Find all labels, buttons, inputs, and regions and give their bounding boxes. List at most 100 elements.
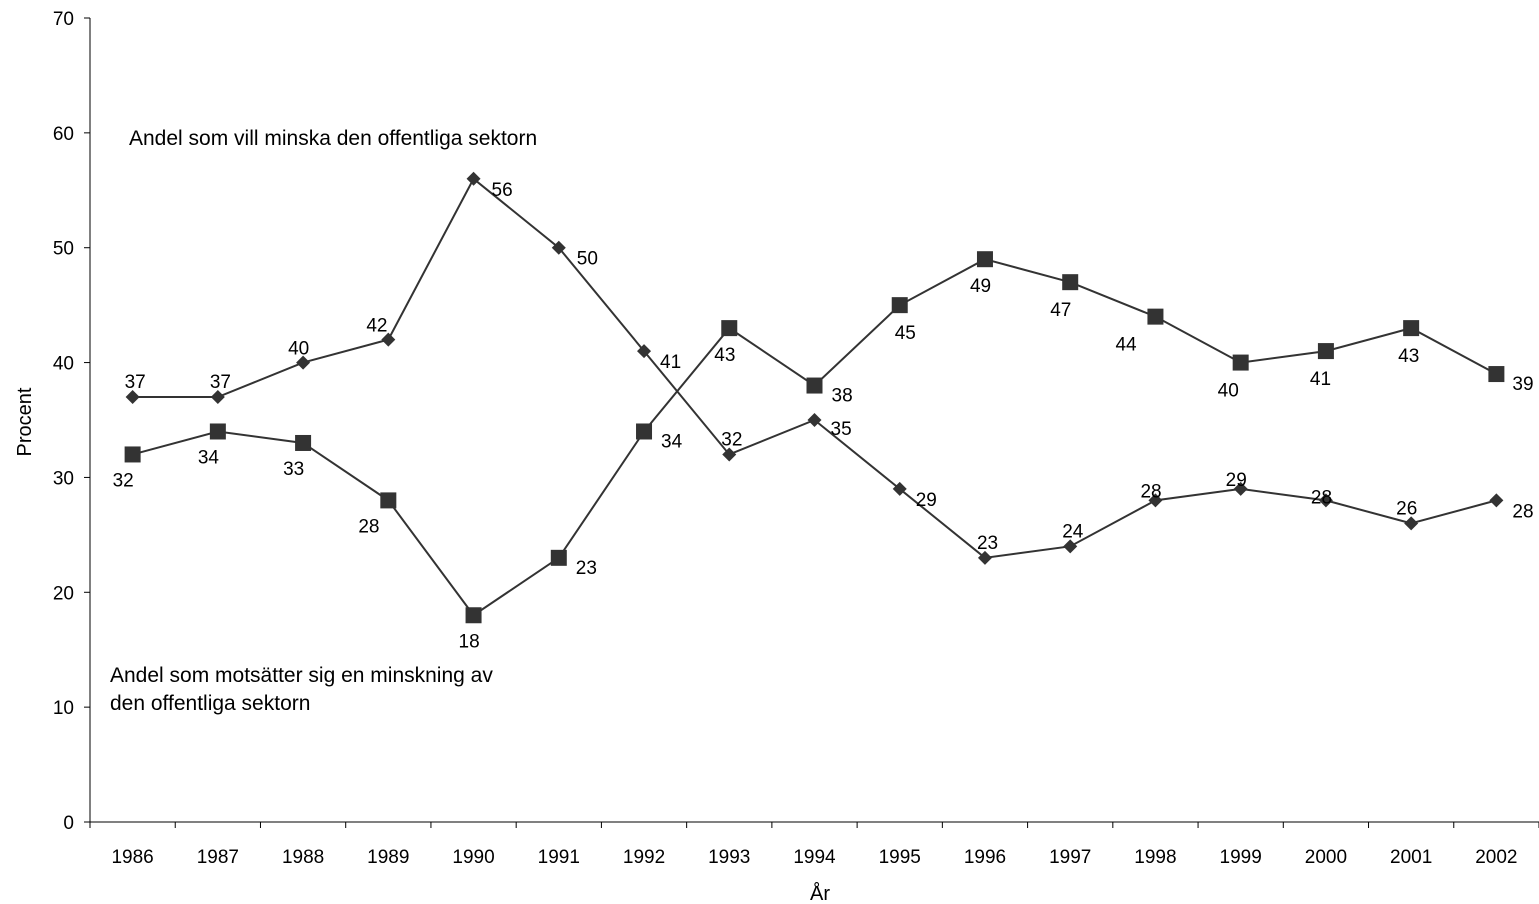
data-point-square (806, 377, 823, 394)
data-labels: 37 37 40 42 56 50 41 32 35 29 23 24 28 29 28 26 28 32 34 33… (113, 180, 1534, 652)
data-point-square (1488, 366, 1505, 383)
y-tick-label: 70 (53, 9, 74, 30)
x-tick-label: 1989 (367, 847, 409, 868)
y-tick-label: 60 (53, 124, 74, 145)
data-label-diamond: 37 (125, 372, 146, 393)
data-label-diamond: 26 (1396, 498, 1417, 519)
x-tick-label: 1987 (197, 847, 239, 868)
data-point-square (1232, 354, 1249, 371)
y-tick-label: 30 (53, 468, 74, 489)
data-label-square: 32 (113, 470, 134, 491)
data-point-square (550, 549, 567, 566)
data-point-diamond (466, 171, 481, 186)
x-tick-label: 1999 (1220, 847, 1262, 868)
data-point-diamond (722, 447, 737, 462)
data-point-square (1062, 274, 1079, 291)
data-point-diamond (1233, 481, 1248, 496)
data-point-diamond (1404, 516, 1419, 531)
data-point-square (465, 607, 482, 624)
data-label-diamond: 28 (1512, 501, 1533, 522)
series-layer: 37 37 40 42 56 50 41 32 35 29 23 24 28 29 28 26 28 32 34 33… (113, 171, 1534, 652)
data-point-square (124, 446, 141, 463)
x-tick-label: 1996 (964, 847, 1006, 868)
x-tick-label: 1988 (282, 847, 324, 868)
data-label-square: 28 (358, 516, 379, 537)
y-axis-ticks: 0 10 20 30 40 50 60 70 (53, 9, 90, 834)
x-tick-label: 1994 (793, 847, 836, 868)
data-point-diamond (1318, 493, 1333, 508)
x-tick-label: 1995 (879, 847, 921, 868)
data-label-diamond: 56 (492, 180, 513, 201)
data-label-diamond: 41 (660, 352, 681, 373)
annotation-oppose-decrease-line-1: Andel som motsätter sig en minskning av (110, 664, 493, 687)
data-label-square: 38 (832, 386, 853, 407)
data-label-diamond: 40 (288, 339, 309, 360)
data-label-diamond: 29 (916, 490, 937, 511)
data-label-square: 49 (970, 276, 991, 297)
data-point-diamond (1148, 493, 1163, 508)
data-label-square: 45 (895, 323, 916, 344)
data-point-diamond (125, 390, 140, 405)
data-label-square: 41 (1310, 369, 1331, 390)
y-axis-title: Procent (14, 387, 36, 456)
data-label-square: 43 (1398, 346, 1419, 367)
data-point-diamond (1489, 493, 1504, 508)
data-label-square: 33 (283, 459, 304, 480)
data-label-square: 40 (1218, 381, 1239, 402)
x-tick-label: 1986 (111, 847, 153, 868)
series-line-diamond (132, 177, 1497, 559)
series-markers (124, 171, 1505, 624)
x-tick-label: 2001 (1390, 847, 1432, 868)
x-tick-label: 1997 (1049, 847, 1091, 868)
x-tick-label: 2000 (1305, 847, 1347, 868)
data-label-diamond: 42 (366, 316, 387, 337)
annotation-oppose-decrease-line-2: den offentliga sektorn (110, 692, 310, 715)
data-point-square (976, 251, 993, 268)
data-label-square: 34 (198, 447, 220, 468)
data-label-diamond: 24 (1062, 521, 1084, 542)
data-point-square (295, 434, 312, 451)
y-tick-label: 10 (53, 698, 74, 719)
x-tick-label: 1998 (1134, 847, 1176, 868)
x-tick-label: 1990 (452, 847, 494, 868)
x-tick-label: 1992 (623, 847, 665, 868)
data-label-diamond: 37 (210, 372, 231, 393)
data-point-square (636, 423, 653, 440)
data-label-diamond: 28 (1140, 481, 1161, 502)
data-label-diamond: 28 (1311, 487, 1332, 508)
annotation-decrease-public-sector: Andel som vill minska den offentliga sek… (129, 127, 537, 150)
data-point-diamond (977, 550, 992, 565)
data-label-square: 18 (459, 631, 480, 652)
data-point-diamond (637, 344, 652, 359)
data-point-diamond (807, 413, 822, 427)
data-point-diamond (296, 355, 311, 370)
axes (89, 18, 1539, 823)
data-point-square (1317, 343, 1334, 360)
y-tick-label: 50 (53, 239, 74, 260)
x-axis-title: År (810, 882, 830, 904)
y-tick-label: 0 (63, 813, 74, 834)
data-label-square: 39 (1512, 374, 1533, 395)
data-label-square: 34 (661, 431, 683, 452)
series-lines (132, 177, 1497, 617)
data-point-square (380, 492, 397, 509)
data-label-square: 44 (1115, 335, 1137, 356)
data-label-square: 23 (576, 558, 597, 579)
data-point-square (721, 320, 738, 337)
data-point-diamond (892, 481, 907, 496)
data-label-diamond: 50 (577, 249, 598, 270)
x-tick-label: 1991 (538, 847, 580, 868)
series-line-square (132, 258, 1497, 617)
y-tick-label: 40 (53, 354, 74, 375)
data-label-diamond: 29 (1226, 470, 1247, 491)
data-point-square (891, 297, 908, 314)
y-tick-label: 20 (53, 583, 74, 604)
data-label-square: 43 (714, 345, 735, 366)
x-axis-ticks: 1986 1987 1988 1989 1990 1991 1992 1993 1994 1995… (89, 822, 1539, 868)
data-point-square (1403, 320, 1420, 337)
data-label-diamond: 23 (977, 533, 998, 554)
data-point-diamond (551, 240, 566, 255)
data-label-diamond: 32 (721, 429, 742, 450)
data-label-diamond: 35 (831, 419, 852, 440)
data-point-diamond (210, 390, 225, 405)
